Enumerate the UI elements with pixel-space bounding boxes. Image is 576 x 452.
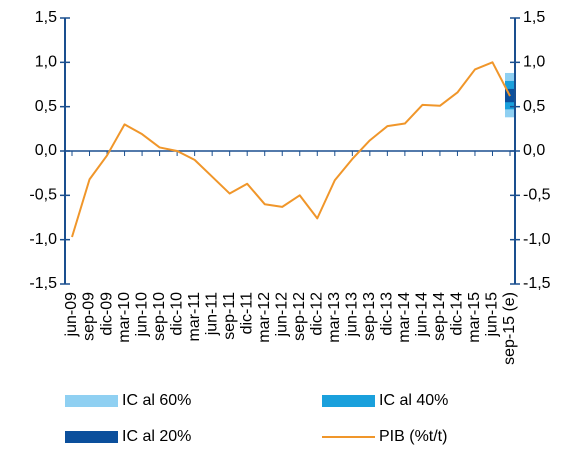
y2-tick-label: 1,0: [523, 54, 545, 71]
y-tick-label: -0,5: [29, 187, 57, 204]
x-tick-label: jun-11: [203, 292, 220, 336]
x-tick-label: sep-10: [151, 292, 168, 341]
x-tick-label: jun-12: [273, 292, 290, 338]
x-tick-label: sep-13: [361, 292, 378, 341]
legend-label: PIB (%t/t): [379, 428, 447, 445]
x-tick-label: mar-11: [186, 292, 203, 342]
legend-swatch: [65, 431, 118, 443]
x-tick-label: jun-14: [414, 292, 431, 338]
data-line: [71, 61, 511, 238]
x-tick-label: sep-15 (e): [501, 292, 518, 365]
x-tick-label: jun-10: [133, 292, 150, 338]
x-tick-label: sep-11: [221, 292, 238, 340]
y-tick-label: 1,5: [35, 9, 57, 26]
y-tick-label: -1,0: [29, 231, 57, 248]
y-tick-label: 0,5: [35, 98, 57, 115]
legend-swatch: [322, 395, 375, 407]
x-tick-label: dic-10: [168, 292, 185, 336]
y2-tick-label: 1,5: [523, 9, 545, 26]
legend-label: IC al 40%: [379, 392, 448, 409]
y2-tick-label: -1,0: [523, 231, 551, 248]
x-tick-label: mar-13: [326, 292, 343, 343]
x-tick-label: dic-13: [379, 292, 396, 336]
y2-tick-label: 0,5: [523, 98, 545, 115]
x-tick-label: jun-15: [484, 292, 501, 338]
legend-swatch: [65, 395, 118, 407]
x-tick-label: mar-10: [116, 292, 133, 343]
x-tick-label: jun-13: [344, 292, 361, 338]
legend-label: IC al 60%: [122, 392, 191, 409]
y-tick-label: -1,5: [29, 275, 57, 292]
y2-tick-label: 0,0: [523, 142, 545, 159]
x-tick-label: mar-12: [256, 292, 273, 343]
y-tick-label: 1,0: [35, 54, 57, 71]
x-tick-label: sep-12: [291, 292, 308, 341]
x-tick-label: dic-12: [308, 292, 325, 336]
y2-tick-label: -0,5: [523, 187, 551, 204]
y2-tick-label: -1,5: [523, 275, 551, 292]
y-tick-label: 0,0: [35, 142, 57, 159]
x-tick-label: sep-14: [431, 292, 448, 341]
legend-label: IC al 20%: [122, 428, 191, 445]
x-tick-label: mar-14: [396, 292, 413, 343]
x-tick-label: dic-14: [449, 292, 466, 336]
x-tick-label: mar-15: [466, 292, 483, 343]
x-tick-label: dic-09: [98, 292, 115, 336]
x-tick-label: sep-09: [81, 292, 98, 341]
x-tick-label: dic-11: [238, 292, 255, 334]
x-tick-label: jun-09: [63, 292, 80, 338]
